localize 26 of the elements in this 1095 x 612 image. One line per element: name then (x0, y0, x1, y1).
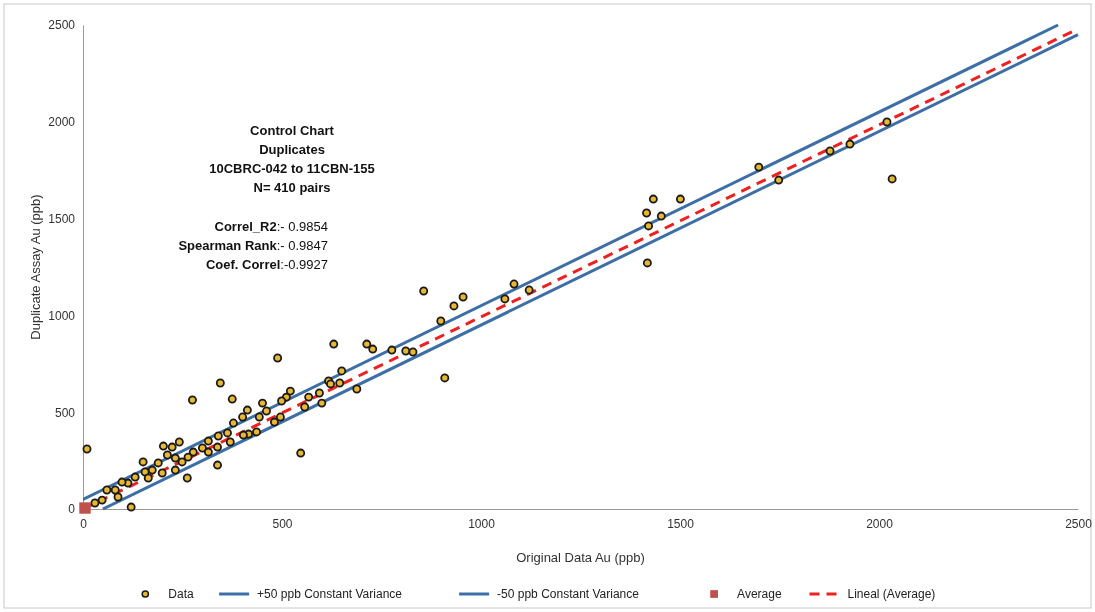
legend-label: -50 ppb Constant Variance (497, 587, 640, 601)
legend-label: Average (737, 587, 782, 601)
text: Control Chart (250, 123, 335, 138)
y-tick-label: 0 (68, 502, 76, 517)
legend-label: Lineal (Average) (847, 587, 936, 601)
y-tick-label: 2000 (48, 115, 76, 130)
x-tick-label: 500 (272, 516, 293, 531)
y-tick-label: 500 (54, 405, 76, 420)
annotation: Spearman Rank:- 0.9847 (178, 238, 328, 253)
annotation: N= 410 pairs (253, 180, 331, 195)
annotation: 10CBRC-042 to 11CBN-155 (209, 161, 375, 176)
annotation: Coef. Correl:-0.9927 (205, 257, 328, 272)
legend-label: +50 ppb Constant Variance (257, 587, 403, 601)
y-tick-label: 1500 (48, 211, 76, 226)
y-tick-label: 1000 (48, 308, 76, 323)
y-axis-title: Duplicate Assay Au (ppb) (28, 194, 43, 340)
x-tick-label: 2500 (1065, 516, 1093, 531)
annotation: Correl_R2:- 0.9854 (214, 219, 328, 234)
x-tick-label: 1500 (667, 516, 695, 531)
y-tick-label: 2500 (48, 18, 76, 33)
legend-label: Data (168, 587, 194, 601)
x-tick-label: 2000 (866, 516, 894, 531)
x-axis-title: Original Data Au (ppb) (516, 550, 645, 565)
x-tick-label: 1000 (468, 516, 496, 531)
x-tick-label: 0 (80, 516, 88, 531)
text: Duplicates (259, 142, 325, 157)
